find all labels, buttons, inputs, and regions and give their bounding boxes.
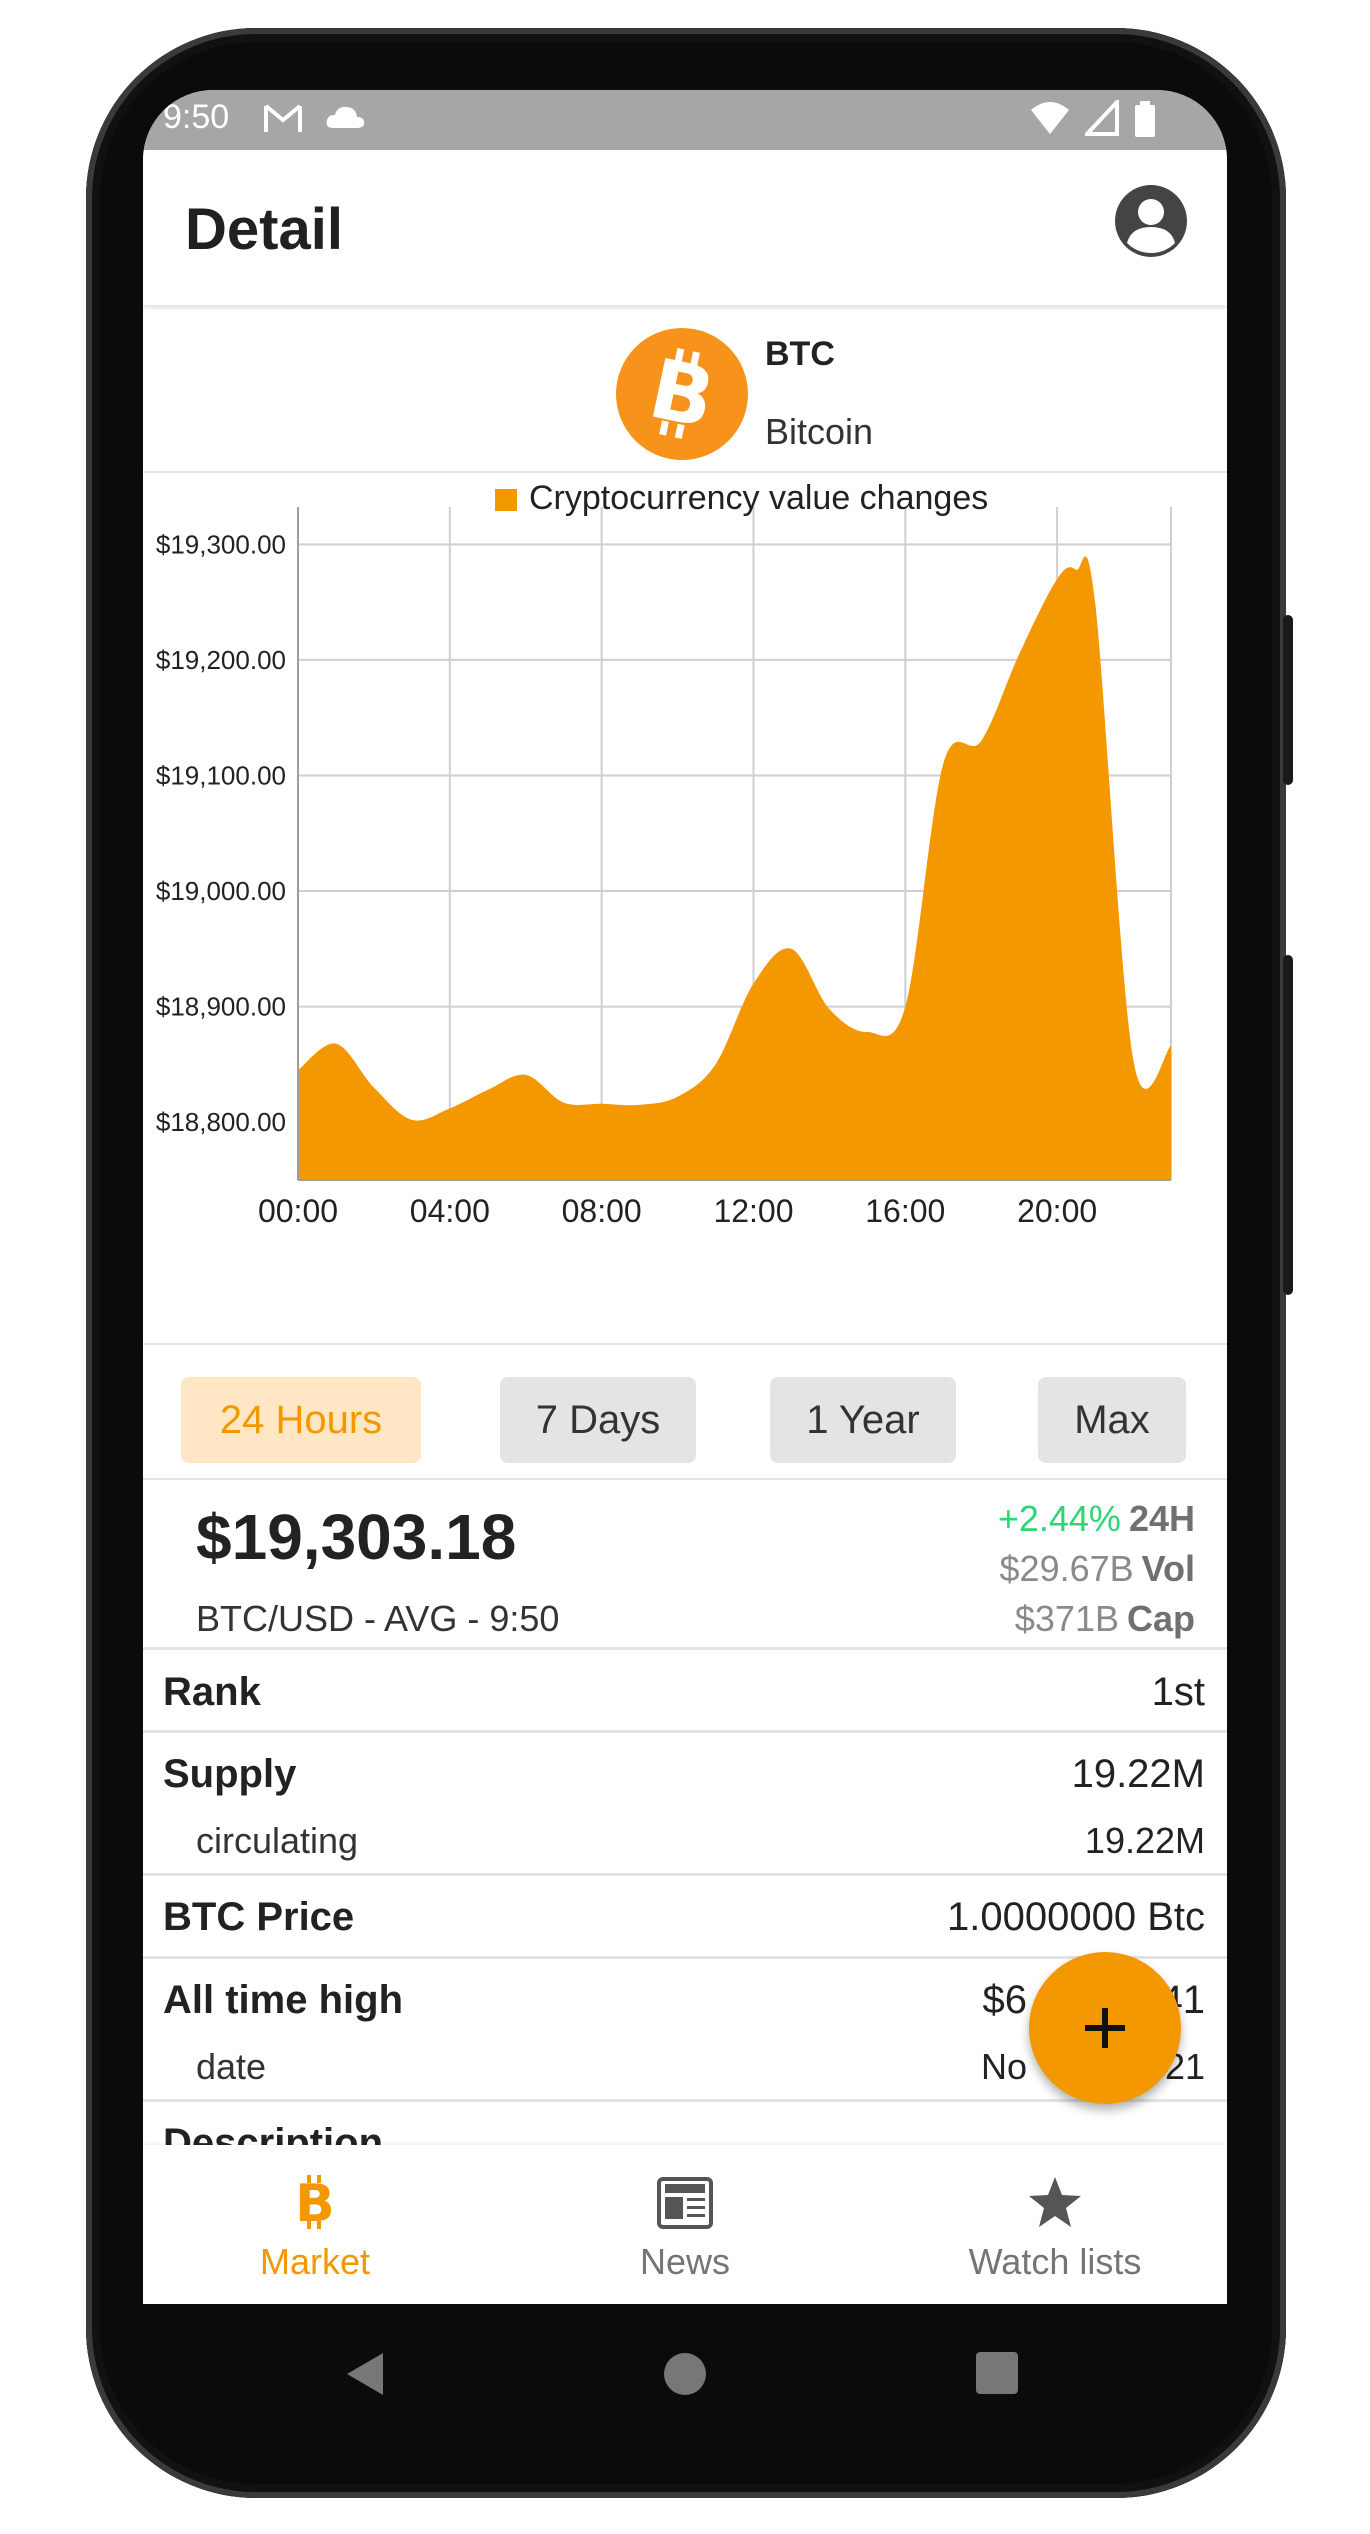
supply-row: Supply 19.22M circulating 19.22M bbox=[143, 1736, 1227, 1876]
nav-news-label: News bbox=[639, 2241, 731, 2282]
price-chart: $19,300.00 $19,200.00 $19,100.00 $19,000.00… bbox=[143, 475, 1227, 1345]
x-tick-label: 00:00 bbox=[258, 1193, 338, 1229]
svg-text:B: B bbox=[295, 2174, 335, 2233]
btc-price-value: 1.0000000 Btc bbox=[947, 1895, 1205, 1939]
volume-value: $29.67B bbox=[999, 1548, 1134, 1589]
btc-price-key: BTC Price bbox=[163, 1895, 355, 1939]
x-tick-label: 08:00 bbox=[562, 1193, 642, 1229]
ath-value-start: $6 bbox=[982, 1978, 1028, 2022]
bottom-navigation: B Market News Watch lists bbox=[143, 2145, 1227, 2304]
recents-icon[interactable] bbox=[973, 2349, 1021, 2397]
cap-value: $371B bbox=[1014, 1598, 1119, 1639]
nav-market[interactable]: B Market bbox=[165, 2145, 465, 2304]
volume-label: Vol bbox=[1141, 1548, 1195, 1589]
y-tick-label: $19,300.00 bbox=[156, 529, 286, 559]
bitcoin-icon: B bbox=[295, 2174, 335, 2233]
coin-header: B BTC Bitcoin bbox=[143, 305, 1227, 473]
x-tick-label: 20:00 bbox=[1017, 1193, 1097, 1229]
change-label: 24H bbox=[1128, 1498, 1195, 1539]
y-tick-label: $19,200.00 bbox=[156, 645, 286, 675]
supply-key: Supply bbox=[163, 1752, 297, 1796]
x-tick-label: 04:00 bbox=[410, 1193, 490, 1229]
cloud-icon bbox=[326, 106, 365, 128]
screen: 9:50 Detail bbox=[143, 90, 1227, 2304]
price-summary: $19,303.18 BTC/USD - AVG - 9:50 +2.44% 24… bbox=[143, 1480, 1227, 1650]
status-time: 9:50 bbox=[163, 98, 230, 136]
volume-stat: $29.67B Vol bbox=[1000, 1548, 1195, 1590]
wifi-icon bbox=[1031, 102, 1069, 134]
home-icon[interactable] bbox=[660, 2349, 710, 2399]
ath-key: All time high bbox=[163, 1978, 403, 2022]
ath-date-key: date bbox=[196, 2046, 267, 2087]
price-area-series bbox=[298, 556, 1171, 1180]
legend-swatch bbox=[495, 489, 517, 511]
app-bar: Detail bbox=[143, 150, 1227, 305]
rank-value: 1st bbox=[1151, 1670, 1205, 1714]
power-button bbox=[1283, 615, 1293, 785]
star-icon bbox=[1029, 2177, 1081, 2227]
back-icon[interactable] bbox=[343, 2349, 387, 2399]
legend-label: Cryptocurrency value changes bbox=[529, 479, 988, 517]
coin-name: Bitcoin bbox=[765, 411, 874, 452]
y-tick-label: $18,800.00 bbox=[156, 1107, 286, 1137]
range-selector: 24 Hours 7 Days 1 Year Max bbox=[143, 1347, 1227, 1480]
ath-date-value-start: No bbox=[980, 2046, 1027, 2087]
newspaper-icon bbox=[657, 2177, 713, 2229]
nav-news[interactable]: News bbox=[535, 2145, 835, 2304]
y-tick-label: $19,000.00 bbox=[156, 876, 286, 906]
current-price: $19,303.18 bbox=[196, 1501, 517, 1573]
bitcoin-logo-icon: B bbox=[616, 328, 748, 460]
circulating-key: circulating bbox=[196, 1820, 359, 1861]
range-24h-button[interactable]: 24 Hours bbox=[181, 1377, 421, 1463]
rank-key: Rank bbox=[163, 1670, 261, 1714]
add-to-watchlist-button[interactable] bbox=[1029, 1952, 1181, 2104]
y-tick-label: $18,900.00 bbox=[156, 992, 286, 1022]
range-7d-button[interactable]: 7 Days bbox=[500, 1377, 696, 1463]
change-value: +2.44% bbox=[997, 1498, 1121, 1539]
x-tick-label: 12:00 bbox=[713, 1193, 793, 1229]
battery-icon bbox=[1135, 101, 1155, 137]
status-bar: 9:50 bbox=[143, 90, 1227, 150]
volume-button bbox=[1283, 955, 1293, 1295]
circulating-value: 19.22M bbox=[1084, 1820, 1205, 1861]
account-circle-icon[interactable] bbox=[1113, 183, 1189, 259]
change-stat: +2.44% 24H bbox=[998, 1498, 1195, 1540]
add-icon bbox=[1085, 2008, 1125, 2048]
chart-svg: $19,300.00 $19,200.00 $19,100.00 $19,000.00… bbox=[156, 479, 1172, 1229]
rank-row: Rank 1st bbox=[143, 1653, 1227, 1733]
pair-label: BTC/USD - AVG - 9:50 bbox=[196, 1598, 560, 1639]
range-1y-button[interactable]: 1 Year bbox=[770, 1377, 956, 1463]
coin-symbol: BTC bbox=[765, 335, 835, 373]
supply-value: 19.22M bbox=[1071, 1752, 1205, 1796]
nav-watchlists[interactable]: Watch lists bbox=[905, 2145, 1205, 2304]
nav-market-label: Market bbox=[259, 2241, 371, 2282]
cap-stat: $371B Cap bbox=[1015, 1598, 1195, 1640]
system-navigation bbox=[143, 2304, 1227, 2454]
signal-icon bbox=[1085, 100, 1119, 136]
nav-watchlists-label: Watch lists bbox=[968, 2241, 1142, 2282]
range-max-button[interactable]: Max bbox=[1038, 1377, 1186, 1463]
x-tick-label: 16:00 bbox=[865, 1193, 945, 1229]
y-tick-label: $19,100.00 bbox=[156, 760, 286, 790]
cap-label: Cap bbox=[1126, 1598, 1195, 1639]
gmail-icon bbox=[264, 104, 302, 132]
btc-price-row: BTC Price 1.0000000 Btc bbox=[143, 1879, 1227, 1959]
page-title: Detail bbox=[185, 197, 343, 262]
